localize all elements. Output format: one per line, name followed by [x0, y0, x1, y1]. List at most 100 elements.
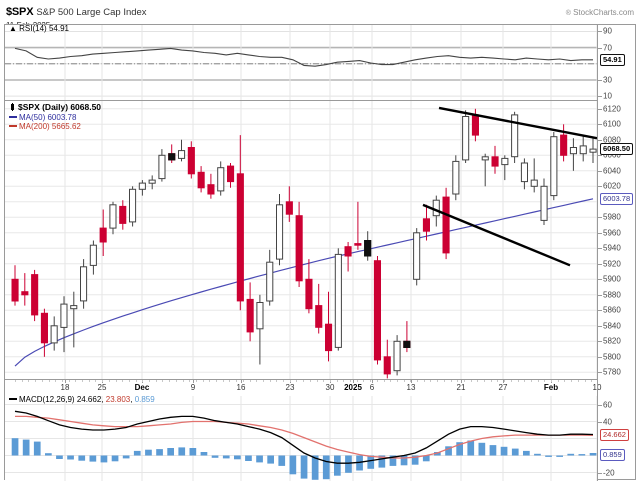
- price-axis-label-13: 5840: [603, 321, 621, 331]
- price-axis-label-8: 5940: [603, 243, 621, 253]
- x-axis-tick: [353, 380, 354, 383]
- axis-tick: [598, 139, 602, 141]
- x-axis-minor-tick: [162, 380, 164, 382]
- x-axis-minor-tick: [497, 380, 499, 382]
- x-axis-minor-tick: [350, 380, 351, 382]
- price-axis-label-9: 5920: [603, 259, 621, 269]
- x-axis-minor-tick: [28, 380, 30, 382]
- watermark-text: StockCharts.com: [573, 8, 634, 17]
- ma50-quote-box: 6003.78: [600, 192, 634, 205]
- x-axis-minor-tick: [309, 380, 311, 382]
- symbol-name: S&P 500 Large Cap Index: [36, 7, 147, 18]
- x-axis-minor-tick: [102, 380, 104, 382]
- x-axis-minor-tick: [35, 380, 37, 382]
- axis-tick: [598, 31, 602, 33]
- price-plot: [5, 101, 597, 379]
- macd-legend-sep-2: ,: [130, 396, 133, 404]
- x-axis-minor-tick: [276, 380, 278, 382]
- price-axis-label-11: 5880: [603, 290, 621, 300]
- x-axis-minor-tick: [383, 380, 385, 382]
- x-axis-minor-tick: [216, 380, 217, 382]
- price-axis-label-14: 5820: [603, 336, 621, 346]
- axis-tick: [598, 124, 602, 126]
- x-axis-minor-tick: [577, 380, 579, 382]
- x-axis-minor-tick: [504, 380, 506, 382]
- x-axis-label-10: 21: [456, 383, 466, 392]
- x-axis-label-6: 30: [325, 383, 335, 392]
- x-axis-minor-tick: [242, 380, 244, 382]
- axis-tick: [598, 79, 602, 81]
- x-axis-minor-tick: [256, 380, 258, 382]
- x-axis-minor-tick: [222, 380, 224, 382]
- rsi-axis-label-3: 10: [603, 91, 612, 101]
- price-axis-label-5: 6020: [603, 181, 621, 191]
- rsi-axis-label-2: 30: [603, 75, 612, 85]
- axis-tick: [598, 310, 602, 312]
- x-axis-tick: [193, 380, 194, 383]
- x-axis-tick: [461, 380, 462, 383]
- axis-tick: [598, 472, 602, 474]
- x-axis-minor-tick: [175, 380, 177, 382]
- x-axis-tick: [241, 380, 242, 383]
- price-axis-label-2: 6080: [603, 135, 621, 145]
- x-axis-minor-tick: [169, 380, 171, 382]
- x-axis-minor-tick: [329, 380, 331, 382]
- x-axis-minor-tick: [370, 380, 372, 382]
- x-axis-minor-tick: [557, 380, 559, 382]
- x-axis-minor-tick: [410, 380, 412, 382]
- x-axis-minor-tick: [363, 380, 365, 382]
- price-axis-label-4: 6040: [603, 166, 621, 176]
- x-axis-minor-tick: [55, 380, 57, 382]
- chart-frame: ▲ RSI(14) 54.91 $SPX (Daily) 6068.50 MA(…: [4, 24, 636, 481]
- price-legend-label-1: MA(50): [19, 112, 46, 122]
- x-axis-minor-tick: [209, 380, 211, 382]
- x-axis-minor-tick: [229, 380, 231, 382]
- rsi-legend-value: 54.91: [48, 25, 69, 33]
- x-axis-minor-tick: [48, 380, 50, 382]
- x-axis-minor-tick: [564, 380, 566, 382]
- x-axis-minor-tick: [463, 380, 465, 382]
- x-axis-minor-tick: [323, 380, 325, 382]
- x-axis-minor-tick: [108, 380, 110, 382]
- x-axis-minor-tick: [530, 380, 532, 382]
- x-axis-minor-tick: [303, 380, 305, 382]
- axis-tick: [598, 372, 602, 374]
- x-axis-minor-tick: [82, 380, 83, 382]
- x-axis: 18 25 Dec 9 16 23 30 2025 6 13 21 27 Feb 10: [5, 380, 601, 397]
- x-axis-minor-tick: [75, 380, 77, 382]
- macd-legend-label: MACD(12,26,9): [19, 396, 75, 404]
- x-axis-label-0: 18: [60, 383, 70, 392]
- price-axis-label-0: 6120: [603, 104, 621, 114]
- x-axis-tick: [372, 380, 373, 383]
- x-axis-minor-tick: [269, 380, 271, 382]
- macd-quote-box: 24.662: [600, 428, 629, 441]
- x-axis-minor-tick: [390, 380, 392, 382]
- axis-tick: [598, 232, 602, 234]
- x-axis-minor-tick: [236, 380, 238, 382]
- x-axis-minor-tick: [470, 380, 472, 382]
- x-axis-tick: [65, 380, 66, 383]
- x-axis-minor-tick: [149, 380, 150, 382]
- macd-line-icon: [9, 398, 17, 400]
- rsi-panel: ▲ RSI(14) 54.91: [5, 25, 597, 101]
- axis-tick: [598, 217, 602, 219]
- macd-axis-label-1: 40: [603, 417, 612, 426]
- axis-tick: [598, 186, 602, 188]
- candlestick-icon: [9, 103, 16, 111]
- rsi-sparkline-icon: ▲: [9, 25, 17, 33]
- x-axis-minor-tick: [289, 380, 291, 382]
- x-axis-minor-tick: [249, 380, 251, 382]
- x-axis-minor-tick: [417, 380, 418, 382]
- x-axis-minor-tick: [182, 380, 184, 382]
- price-axis-label-1: 6100: [603, 119, 621, 129]
- x-axis-minor-tick: [262, 380, 264, 382]
- x-axis-minor-tick: [524, 380, 526, 382]
- x-axis-minor-tick: [450, 380, 452, 382]
- x-axis-tick: [503, 380, 504, 383]
- rsi-legend-label: RSI(14): [19, 25, 47, 33]
- axis-tick: [598, 47, 602, 49]
- registered-mark-icon: ®: [565, 10, 571, 17]
- x-axis-label-12: Feb: [543, 383, 559, 392]
- rsi-axis-label-1: 70: [603, 43, 612, 53]
